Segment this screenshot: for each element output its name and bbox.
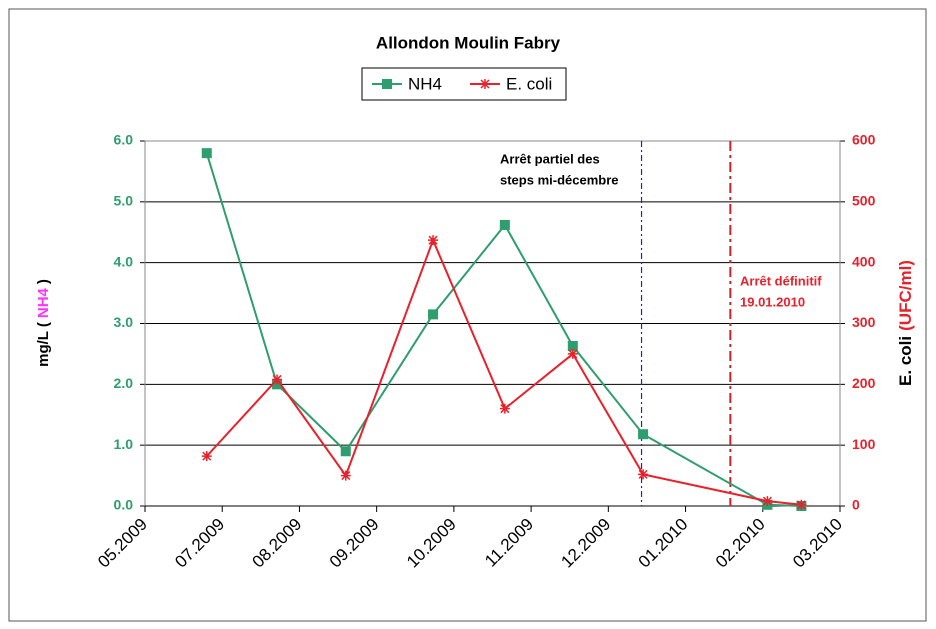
- y-tick-label: 3.0: [114, 314, 134, 330]
- chart-title: Allondon Moulin Fabry: [376, 33, 561, 52]
- data-point: [428, 235, 439, 246]
- y-tick-label: 0.0: [114, 497, 134, 513]
- y2-axis-label-part: E. coli: [896, 336, 915, 386]
- y-axis-label-part: NH4: [35, 287, 52, 318]
- annotation: steps mi-décembre: [500, 172, 619, 187]
- data-point: [201, 148, 212, 159]
- legend-label: E. coli: [506, 74, 552, 93]
- y-tick-label: 1.0: [114, 436, 134, 452]
- y-axis-label-part: mg/L (: [35, 322, 52, 367]
- y2-axis-label: E. coli (UFC/ml): [896, 260, 915, 386]
- annotation: Arrêt définitif: [740, 273, 822, 288]
- data-point: [567, 348, 578, 359]
- legend-marker: [480, 79, 490, 89]
- y2-tick-label: 500: [852, 193, 876, 209]
- data-point: [638, 429, 649, 440]
- y2-tick-label: 100: [852, 436, 876, 452]
- y2-tick-label: 300: [852, 314, 876, 330]
- y2-tick-label: 200: [852, 375, 876, 391]
- annotation: 19.01.2010: [740, 294, 805, 309]
- y-tick-label: 4.0: [114, 253, 134, 269]
- data-point: [499, 219, 510, 230]
- y2-tick-label: 600: [852, 132, 876, 148]
- chart-frame: [8, 8, 927, 622]
- data-point: [201, 451, 212, 462]
- data-point: [428, 309, 439, 320]
- data-point: [638, 469, 649, 480]
- y-axis-label: mg/L ( NH4): [35, 279, 52, 367]
- y2-tick-label: 0: [852, 497, 860, 513]
- data-point: [499, 403, 510, 414]
- y-axis-label-part: ): [35, 279, 52, 284]
- data-point: [762, 496, 773, 507]
- y-tick-label: 6.0: [114, 132, 134, 148]
- legend-label: NH4: [408, 74, 442, 93]
- data-point: [567, 341, 578, 352]
- y2-axis-label-part: (UFC/ml): [896, 260, 915, 331]
- legend: NH4 E. coli: [372, 74, 552, 93]
- data-point: [340, 446, 351, 457]
- legend-marker: [382, 79, 392, 89]
- y-tick-label: 2.0: [114, 375, 134, 391]
- data-point: [340, 470, 351, 481]
- data-point: [796, 499, 807, 510]
- y2-tick-label: 400: [852, 253, 876, 269]
- y-tick-label: 5.0: [114, 193, 134, 209]
- data-point: [272, 374, 283, 385]
- annotation: Arrêt partiel des: [500, 151, 600, 166]
